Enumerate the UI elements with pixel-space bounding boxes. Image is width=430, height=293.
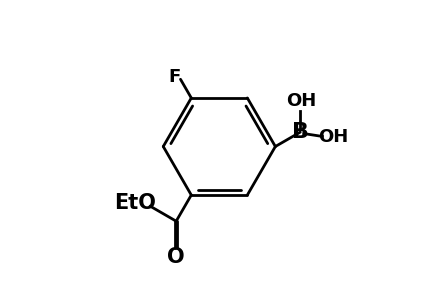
Text: B: B xyxy=(292,122,309,142)
Text: O: O xyxy=(167,247,185,267)
Text: OH: OH xyxy=(318,128,348,146)
Text: EtO: EtO xyxy=(114,193,156,213)
Text: F: F xyxy=(168,68,180,86)
Text: OH: OH xyxy=(286,92,316,110)
